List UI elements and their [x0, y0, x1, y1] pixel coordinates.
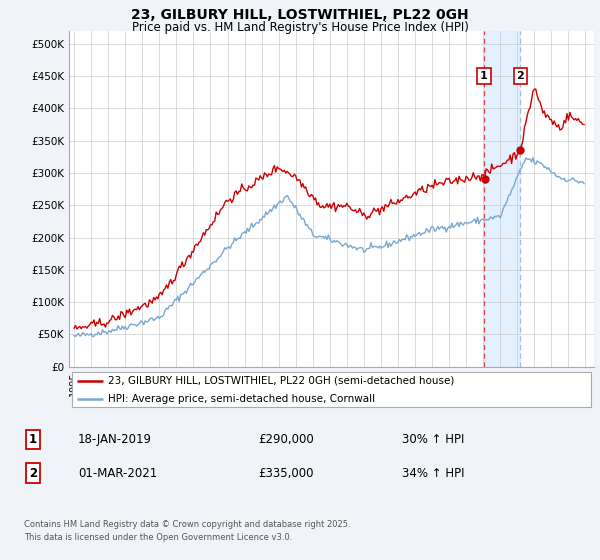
- Text: £335,000: £335,000: [258, 466, 314, 480]
- Text: This data is licensed under the Open Government Licence v3.0.: This data is licensed under the Open Gov…: [24, 533, 292, 542]
- Bar: [484, 31, 520, 367]
- Text: 23, GILBURY HILL, LOSTWITHIEL, PL22 0GH: 23, GILBURY HILL, LOSTWITHIEL, PL22 0GH: [131, 8, 469, 22]
- Text: £290,000: £290,000: [258, 433, 314, 446]
- Text: 34% ↑ HPI: 34% ↑ HPI: [402, 466, 464, 480]
- Text: 2: 2: [517, 71, 524, 81]
- FancyBboxPatch shape: [71, 372, 592, 407]
- Text: 1: 1: [29, 433, 37, 446]
- Text: Price paid vs. HM Land Registry's House Price Index (HPI): Price paid vs. HM Land Registry's House …: [131, 21, 469, 34]
- Text: 23, GILBURY HILL, LOSTWITHIEL, PL22 0GH (semi-detached house): 23, GILBURY HILL, LOSTWITHIEL, PL22 0GH …: [109, 376, 455, 386]
- Text: 2: 2: [29, 466, 37, 480]
- Text: HPI: Average price, semi-detached house, Cornwall: HPI: Average price, semi-detached house,…: [109, 394, 376, 404]
- Text: 1: 1: [480, 71, 488, 81]
- Text: 18-JAN-2019: 18-JAN-2019: [78, 433, 152, 446]
- Text: 30% ↑ HPI: 30% ↑ HPI: [402, 433, 464, 446]
- Text: 01-MAR-2021: 01-MAR-2021: [78, 466, 157, 480]
- Text: Contains HM Land Registry data © Crown copyright and database right 2025.: Contains HM Land Registry data © Crown c…: [24, 520, 350, 529]
